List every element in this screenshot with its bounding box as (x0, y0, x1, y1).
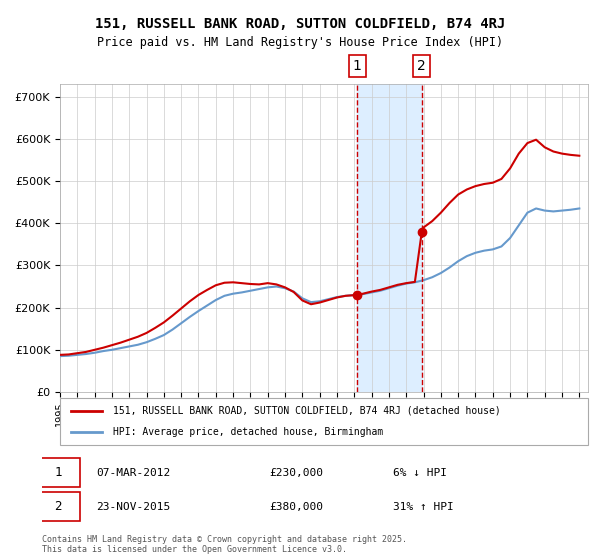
FancyBboxPatch shape (60, 398, 588, 445)
Text: 151, RUSSELL BANK ROAD, SUTTON COLDFIELD, B74 4RJ (detached house): 151, RUSSELL BANK ROAD, SUTTON COLDFIELD… (113, 406, 500, 416)
Text: 6% ↓ HPI: 6% ↓ HPI (393, 468, 447, 478)
Text: 31% ↑ HPI: 31% ↑ HPI (393, 502, 454, 512)
Text: £380,000: £380,000 (269, 502, 323, 512)
FancyBboxPatch shape (37, 492, 80, 521)
Bar (357, 84, 422, 392)
Text: 1: 1 (55, 466, 62, 479)
Text: Contains HM Land Registry data © Crown copyright and database right 2025.
This d: Contains HM Land Registry data © Crown c… (42, 535, 407, 554)
Text: 2: 2 (55, 500, 62, 514)
FancyBboxPatch shape (37, 458, 80, 487)
Text: £230,000: £230,000 (269, 468, 323, 478)
Text: 151, RUSSELL BANK ROAD, SUTTON COLDFIELD, B74 4RJ: 151, RUSSELL BANK ROAD, SUTTON COLDFIELD… (95, 17, 505, 31)
Text: 1: 1 (353, 59, 362, 73)
Text: 2: 2 (418, 59, 426, 73)
Text: HPI: Average price, detached house, Birmingham: HPI: Average price, detached house, Birm… (113, 427, 383, 437)
Text: 07-MAR-2012: 07-MAR-2012 (96, 468, 170, 478)
Text: Price paid vs. HM Land Registry's House Price Index (HPI): Price paid vs. HM Land Registry's House … (97, 36, 503, 49)
Text: 23-NOV-2015: 23-NOV-2015 (96, 502, 170, 512)
